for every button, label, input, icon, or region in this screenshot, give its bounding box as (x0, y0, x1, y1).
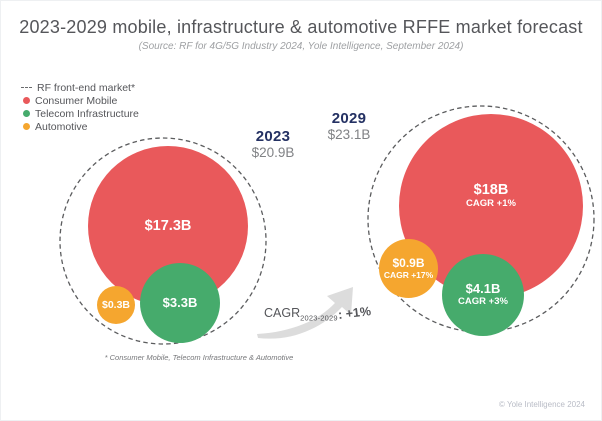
footnote: * Consumer Mobile, Telecom Infrastructur… (104, 353, 294, 362)
overall-cagr-annotation: CAGR2023-2029: +1% (264, 304, 372, 323)
bubble-value: $0.9B (392, 255, 425, 270)
bubble-2029-automotive: $0.9B CAGR +17% (379, 239, 438, 298)
cagr-subscript: 2023-2029 (300, 313, 338, 323)
bubble-2029-telecom-infrastructure: $4.1B CAGR +3% (442, 254, 524, 336)
page-title: 2023-2029 mobile, infrastructure & autom… (19, 17, 583, 37)
bubble-2023-telecom-infrastructure: $3.3B (140, 263, 220, 343)
bubble-cagr: CAGR +17% (383, 269, 434, 280)
telecom-infrastructure-dot-icon (23, 110, 30, 117)
bubble-2023-automotive: $0.3B (97, 286, 135, 324)
bubble-value: $0.3B (101, 298, 131, 311)
legend-row-consumer-mobile: Consumer Mobile (21, 94, 139, 107)
year-label-2023: 2023 $20.9B (238, 129, 308, 160)
bubble-value: $17.3B (144, 217, 192, 234)
dashed-ring-legend-icon (21, 87, 32, 88)
bubble-cagr: CAGR +1% (466, 197, 516, 209)
legend-row-rffe-market: RF front-end market* (21, 81, 139, 94)
bubble-cagr: CAGR +3% (458, 296, 508, 307)
legend-label: Consumer Mobile (35, 94, 118, 107)
bubble-value: $3.3B (162, 294, 198, 310)
automotive-dot-icon (23, 123, 30, 130)
year-label-2029: 2029 $23.1B (314, 111, 384, 142)
cagr-prefix: CAGR (264, 306, 301, 320)
legend-label: RF front-end market* (37, 81, 136, 94)
bubble-value: $18B (473, 182, 509, 199)
copyright: © Yole Intelligence 2024 (499, 400, 585, 409)
year-value: 2023 (255, 128, 291, 145)
year-total: $23.1B (327, 126, 371, 142)
year-total: $20.9B (251, 144, 295, 160)
legend-label: Telecom Infrastructure (35, 107, 139, 120)
bubble-value: $4.1B (465, 281, 501, 297)
consumer-mobile-dot-icon (23, 97, 30, 104)
legend-row-telecom-infrastructure: Telecom Infrastructure (21, 107, 139, 120)
legend-row-automotive: Automotive (21, 120, 139, 133)
bubble-text: $18B CAGR +1% (466, 182, 516, 210)
total-market-ring-2023 (59, 137, 267, 345)
cagr-value: : +1% (337, 304, 372, 322)
year-value: 2029 (331, 110, 367, 127)
source-subtitle: (Source: RF for 4G/5G Industry 2024, Yol… (138, 41, 464, 52)
cagr-growth-arrow-icon (257, 287, 353, 339)
legend: RF front-end market* Consumer Mobile Tel… (21, 81, 139, 133)
legend-label: Automotive (35, 120, 88, 133)
